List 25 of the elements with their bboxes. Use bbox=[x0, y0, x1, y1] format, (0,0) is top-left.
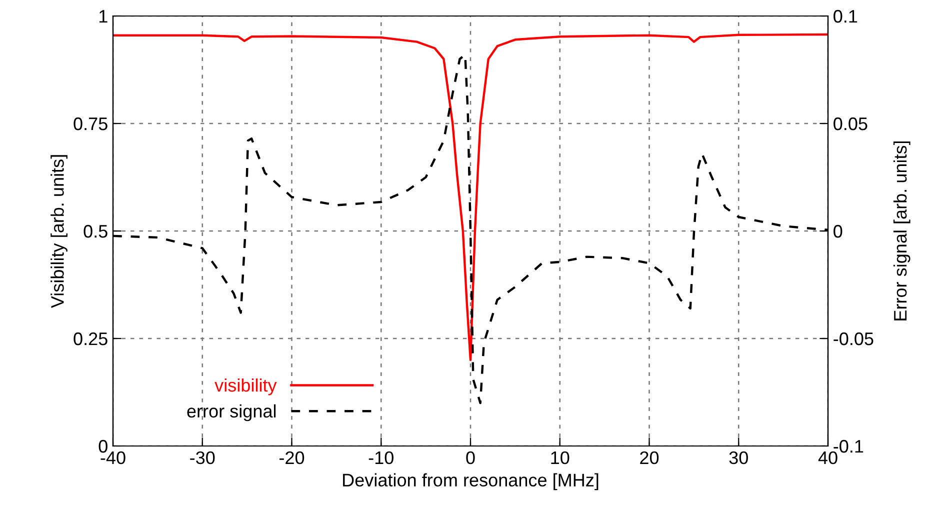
y-tick-label: 0.5 bbox=[84, 224, 108, 238]
y2-tick-label: 0.1 bbox=[834, 10, 858, 23]
x-tick-label: 40 bbox=[818, 451, 838, 464]
x-tick-label: -40 bbox=[100, 451, 126, 464]
legend-label: error signal bbox=[187, 404, 276, 422]
x-tick-label: -30 bbox=[190, 451, 215, 464]
line-series bbox=[113, 33, 828, 362]
x-tick-label: -20 bbox=[280, 451, 304, 464]
legend-label: visibility bbox=[214, 378, 277, 396]
x-axis-title: Deviation from resonance [MHz] bbox=[343, 473, 598, 490]
x-tick-label: -10 bbox=[368, 451, 394, 464]
y2-tick-label: 0.05 bbox=[834, 117, 868, 130]
x-tick-label: 0 bbox=[466, 451, 475, 464]
y-axis-title: Visibility [arb. units] bbox=[50, 155, 68, 308]
y2-tick-label: 0 bbox=[834, 224, 842, 238]
y2-axis-title: Error signal [arb. units] bbox=[893, 141, 910, 320]
y2-tick-label: -0.05 bbox=[834, 332, 874, 346]
y-tick-label: 0.25 bbox=[74, 332, 108, 346]
y2-tick-label: -0.1 bbox=[834, 440, 864, 453]
y-tick-label: 0 bbox=[98, 440, 108, 453]
y-tick-label: 0.75 bbox=[74, 117, 108, 130]
x-tick-label: 20 bbox=[640, 451, 659, 464]
x-tick-label: 30 bbox=[729, 451, 748, 464]
x-tick-label: 10 bbox=[551, 451, 570, 464]
y-tick-label: 1 bbox=[99, 10, 108, 23]
